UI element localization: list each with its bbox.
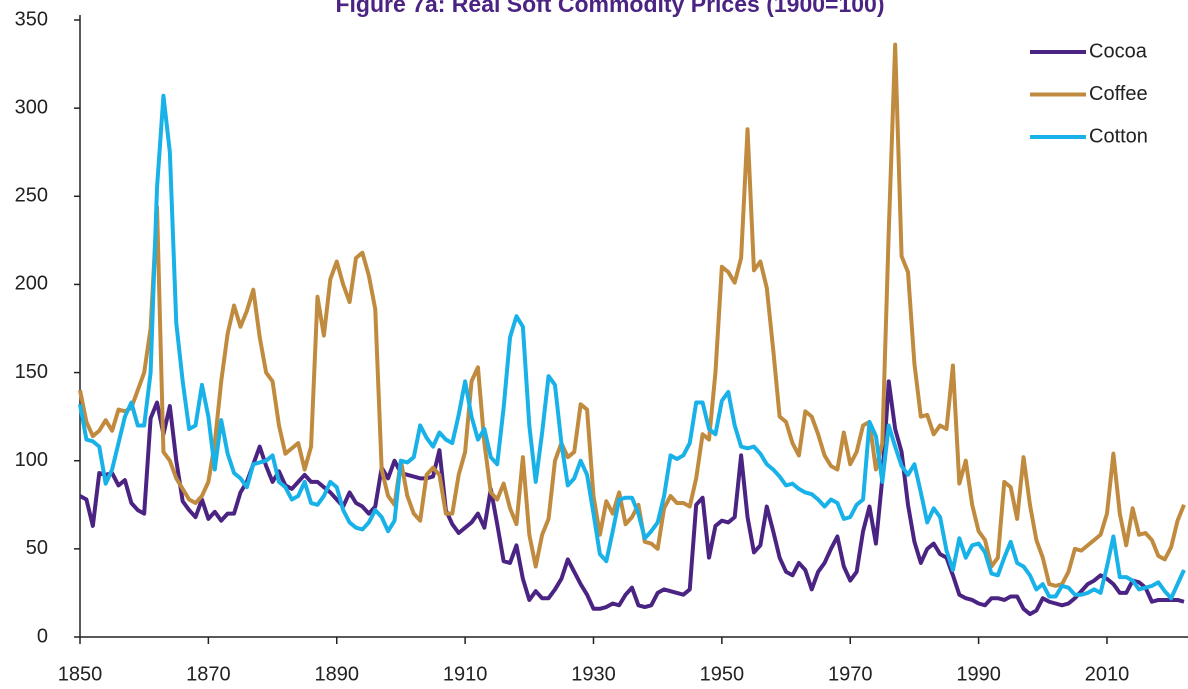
series-line: [78, 42, 1186, 588]
x-tick-label: 1890: [314, 663, 359, 685]
y-tick-label: 350: [15, 8, 48, 30]
x-tick-label: 1950: [700, 663, 745, 685]
legend-label: Cocoa: [1089, 40, 1148, 62]
y-tick-label: 150: [15, 361, 48, 383]
x-tick-label: 1850: [58, 663, 103, 685]
y-tick-label: 300: [15, 96, 48, 118]
y-tick-label: 100: [15, 449, 48, 471]
x-tick-label: 1910: [443, 663, 488, 685]
x-tick-label: 1930: [571, 663, 616, 685]
legend-label: Cotton: [1089, 125, 1148, 147]
legend-label: Coffee: [1089, 83, 1148, 105]
x-tick-label: 2010: [1085, 663, 1130, 685]
y-tick-label: 200: [15, 273, 48, 295]
series-line: [78, 93, 1186, 601]
x-tick-label: 1870: [186, 663, 231, 685]
y-tick-label: 250: [15, 185, 48, 207]
x-tick-label: 1970: [828, 663, 873, 685]
y-tick-label: 0: [37, 625, 48, 647]
y-tick-label: 50: [26, 537, 48, 559]
chart-title: Figure 7a: Real Soft Commodity Prices (1…: [335, 0, 884, 17]
x-tick-label: 1990: [956, 663, 1001, 685]
